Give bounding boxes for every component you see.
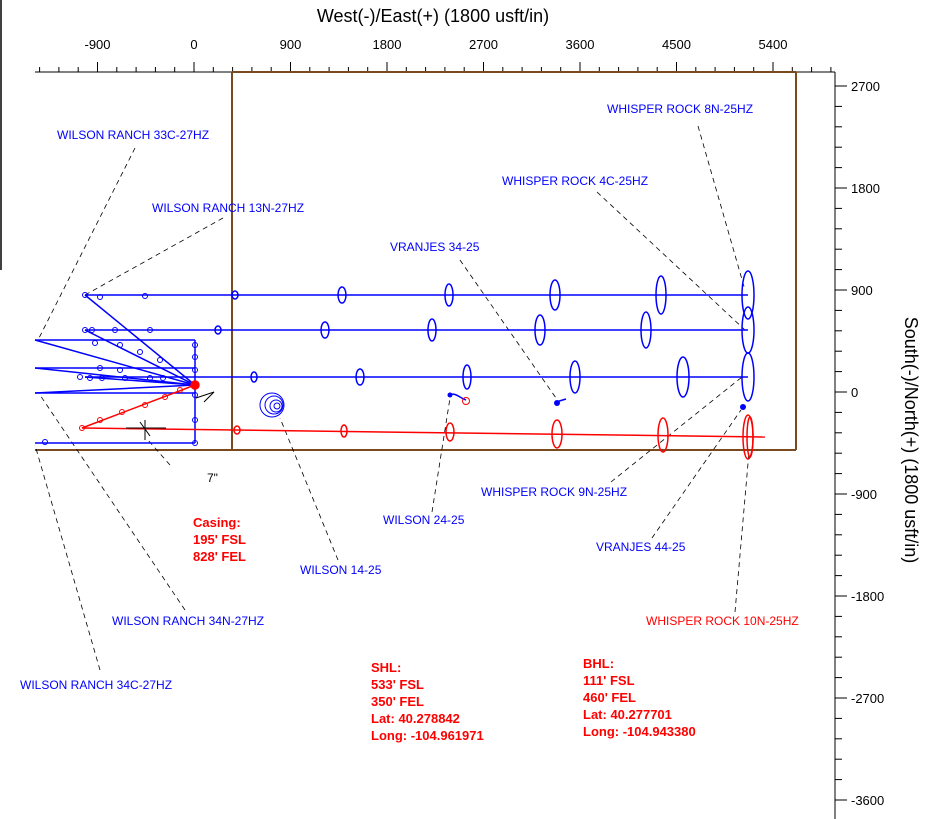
bhl-line-2: 460' FEL bbox=[583, 690, 636, 705]
shl-info: SHL: 533' FSL 350' FEL Lat: 40.278842 Lo… bbox=[371, 660, 484, 743]
x-tick-label: 3600 bbox=[566, 37, 595, 52]
shl-line-0: SHL: bbox=[371, 660, 401, 675]
north-arrow-symbol bbox=[126, 391, 215, 440]
label-leaders bbox=[34, 125, 750, 671]
top-axis-labels: -900 0 900 1800 2700 3600 4500 5400 bbox=[84, 37, 787, 52]
vranjes-34-25-marker bbox=[554, 398, 567, 406]
y-tick-label: -1800 bbox=[851, 589, 884, 604]
y-tick-label: 2700 bbox=[851, 79, 880, 94]
label-wilson-14-25: WILSON 14-25 bbox=[300, 563, 382, 577]
bhl-line-0: BHL: bbox=[583, 656, 614, 671]
lease-boundary bbox=[35, 71, 797, 451]
label-whisper-rock-10n-25hz: WHISPER ROCK 10N-25HZ bbox=[646, 614, 799, 628]
well-labels: WILSON RANCH 33C-27HZ WILSON RANCH 13N-27… bbox=[20, 102, 799, 692]
wilson-14-25-spiral bbox=[259, 392, 285, 418]
y-axis-title: South(-)/North(+) (1800 usft/in) bbox=[901, 317, 921, 564]
label-wilson-ranch-13n-27hz: WILSON RANCH 13N-27HZ bbox=[152, 201, 304, 215]
offset-well-paths bbox=[34, 270, 755, 446]
y-tick-label: 1800 bbox=[851, 181, 880, 196]
x-tick-label: 2700 bbox=[469, 37, 498, 52]
y-tick-label: -900 bbox=[851, 487, 877, 502]
x-tick-label: 5400 bbox=[759, 37, 788, 52]
bhl-line-4: Long: -104.943380 bbox=[583, 724, 696, 739]
label-wilson-24-25: WILSON 24-25 bbox=[383, 513, 465, 527]
right-axis: 2700 1800 900 0 -900 -1800 -2700 -3600 bbox=[834, 72, 884, 819]
label-whisper-rock-4c-25hz: WHISPER ROCK 4C-25HZ bbox=[502, 174, 648, 188]
label-whisper-rock-9n-25hz: WHISPER ROCK 9N-25HZ bbox=[481, 485, 627, 499]
wilson-24-25-marker bbox=[447, 392, 470, 405]
y-tick-label: -2700 bbox=[851, 691, 884, 706]
shl-line-1: 533' FSL bbox=[371, 677, 424, 692]
vranjes-44-25-marker bbox=[740, 404, 746, 410]
label-wilson-ranch-34c-27hz: WILSON RANCH 34C-27HZ bbox=[20, 678, 172, 692]
label-wilson-ranch-34n-27hz: WILSON RANCH 34N-27HZ bbox=[112, 614, 264, 628]
x-tick-label: 1800 bbox=[373, 37, 402, 52]
annotation-7-inch: 7" bbox=[207, 471, 218, 485]
bhl-line-3: Lat: 40.277701 bbox=[583, 707, 672, 722]
shl-line-2: 350' FEL bbox=[371, 694, 424, 709]
x-tick-label: 0 bbox=[190, 37, 197, 52]
casing-line-1: 195' FSL bbox=[193, 532, 246, 547]
x-axis-title: West(-)/East(+) (1800 usft/in) bbox=[317, 6, 549, 26]
top-axis-ticks bbox=[39, 62, 832, 72]
top-axis: -900 0 900 1800 2700 3600 4500 5400 bbox=[35, 37, 835, 73]
label-wilson-ranch-33c-27hz: WILSON RANCH 33C-27HZ bbox=[57, 128, 209, 142]
label-vranjes-34-25: VRANJES 34-25 bbox=[390, 240, 480, 254]
y-tick-label: 0 bbox=[851, 385, 858, 400]
casing-info: Casing: 195' FSL 828' FEL bbox=[193, 515, 246, 564]
bhl-line-1: 111' FSL bbox=[583, 673, 635, 688]
right-axis-labels: 2700 1800 900 0 -900 -1800 -2700 -3600 bbox=[851, 79, 884, 808]
shl-line-3: Lat: 40.278842 bbox=[371, 711, 460, 726]
casing-line-0: Casing: bbox=[193, 515, 241, 530]
label-whisper-rock-8n-25hz: WHISPER ROCK 8N-25HZ bbox=[607, 102, 753, 116]
subject-well-path bbox=[79, 380, 766, 460]
x-tick-label: 4500 bbox=[662, 37, 691, 52]
y-tick-label: -3600 bbox=[851, 793, 884, 808]
shl-line-4: Long: -104.961971 bbox=[371, 728, 484, 743]
casing-line-2: 828' FEL bbox=[193, 549, 246, 564]
right-axis-ticks bbox=[835, 85, 847, 801]
x-tick-label: 900 bbox=[280, 37, 302, 52]
label-vranjes-44-25: VRANJES 44-25 bbox=[596, 540, 686, 554]
bhl-info: BHL: 111' FSL 460' FEL Lat: 40.277701 Lo… bbox=[583, 656, 696, 739]
y-tick-label: 900 bbox=[851, 283, 873, 298]
x-tick-label: -900 bbox=[84, 37, 110, 52]
